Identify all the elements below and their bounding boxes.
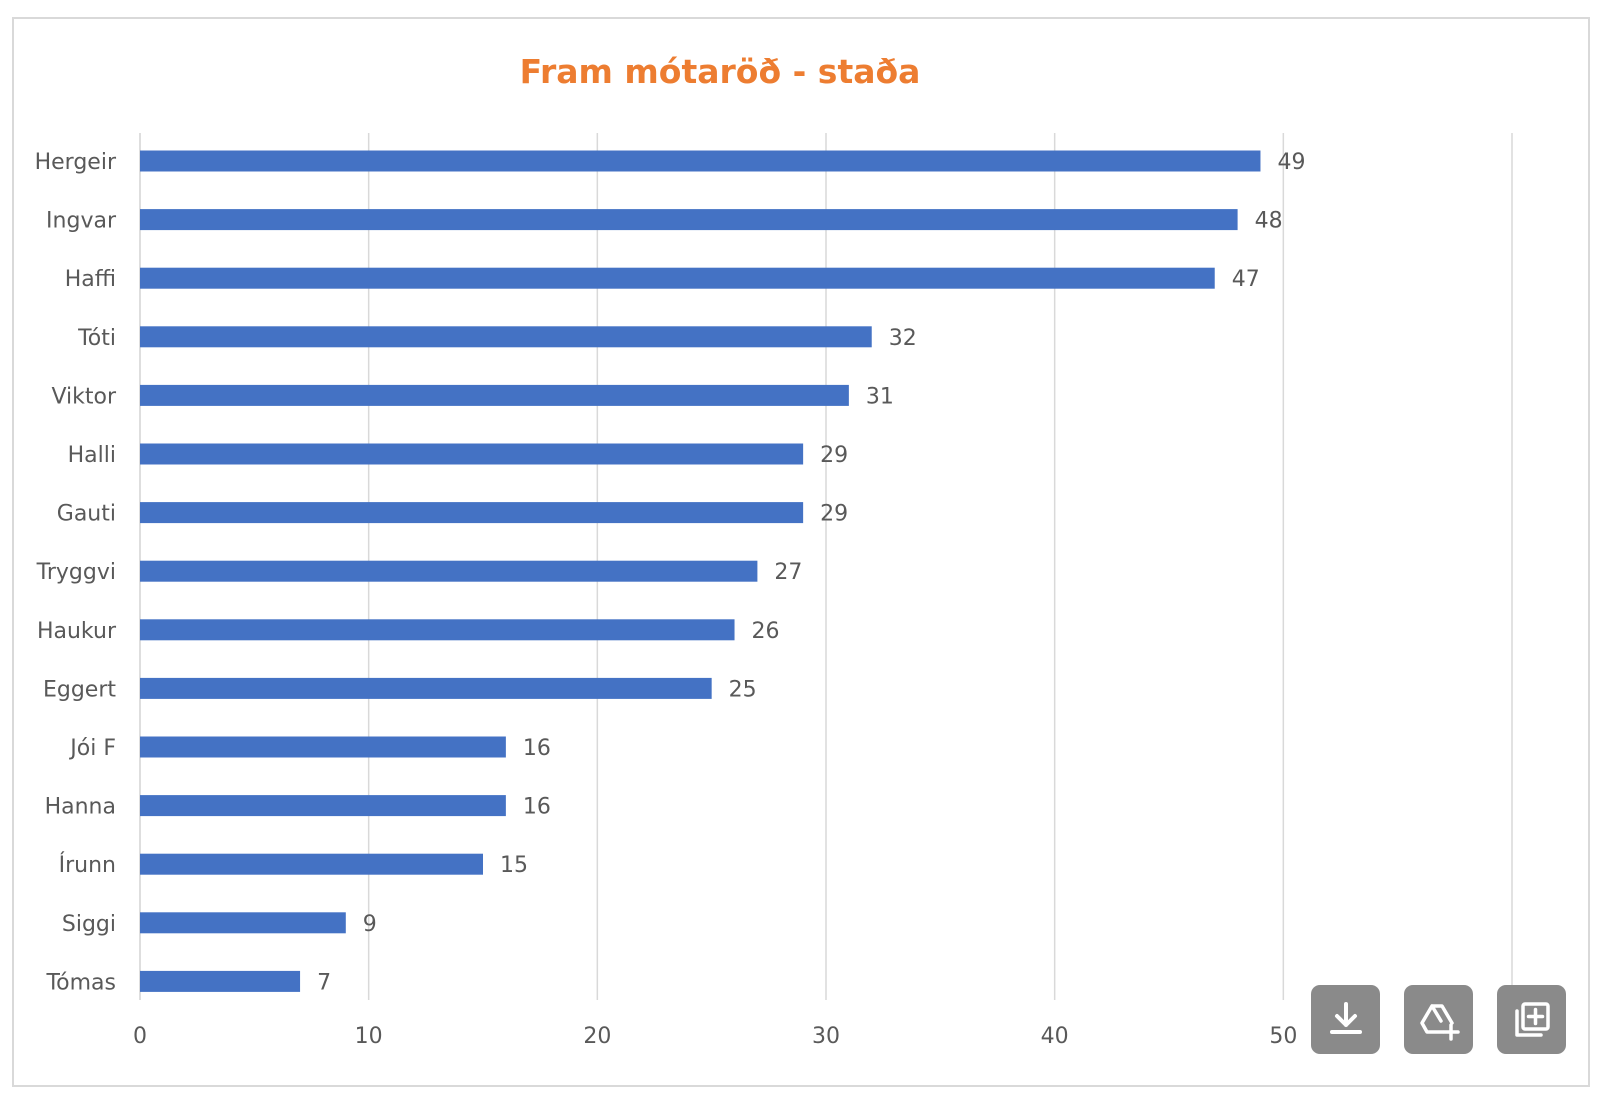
- chart-toolbar: [1311, 985, 1566, 1054]
- bar: [140, 970, 301, 992]
- x-tick-label: 10: [355, 1024, 383, 1049]
- bar: [140, 384, 849, 406]
- value-label: 9: [363, 912, 377, 937]
- value-label: 29: [820, 443, 848, 468]
- bar: [140, 443, 804, 465]
- category-label: Tómas: [45, 970, 116, 995]
- chart-title: Fram mótaröð - staða: [519, 52, 921, 91]
- category-labels: Hergeir Ingvar Haffi Tóti Viktor Halli Gauti Tr…: [35, 150, 117, 995]
- category-label: Ingvar: [46, 209, 117, 234]
- category-label: Gauti: [57, 502, 116, 527]
- category-label: Viktor: [51, 384, 117, 409]
- x-tick-label: 30: [812, 1024, 840, 1049]
- add-to-collection-button[interactable]: [1497, 985, 1566, 1054]
- value-label: 31: [866, 384, 894, 409]
- category-label: Haukur: [37, 619, 117, 644]
- bar: [140, 326, 872, 348]
- drive-add-icon: [1419, 1003, 1460, 1041]
- category-label: Halli: [68, 443, 116, 468]
- x-tick-label: 20: [583, 1024, 611, 1049]
- x-tick-label: 50: [1269, 1024, 1297, 1049]
- bar: [140, 736, 506, 758]
- category-label: Írunn: [59, 852, 116, 878]
- value-labels: 49 48 47 32 31 29 29 27 26 25 16 16 15 9 7: [317, 150, 1305, 995]
- bar: [140, 853, 483, 875]
- category-label: Siggi: [62, 912, 116, 937]
- value-label: 49: [1277, 150, 1305, 175]
- bar: [140, 209, 1238, 231]
- value-label: 16: [523, 795, 551, 820]
- category-label: Haffi: [65, 267, 116, 292]
- value-label: 26: [752, 619, 780, 644]
- category-label: Eggert: [43, 677, 116, 702]
- value-label: 25: [729, 677, 757, 702]
- category-label: Tryggvi: [36, 560, 116, 585]
- category-label: Hanna: [45, 795, 116, 820]
- value-label: 7: [317, 970, 331, 995]
- value-label: 32: [889, 326, 917, 351]
- bar: [140, 267, 1215, 289]
- x-tick-label: 0: [133, 1024, 147, 1049]
- category-label: Tóti: [77, 326, 116, 351]
- bar: [140, 912, 346, 934]
- bar: [140, 795, 506, 817]
- add-to-collection-icon: [1514, 1001, 1550, 1037]
- bar: [140, 502, 804, 524]
- category-label: Hergeir: [35, 150, 117, 175]
- bars: [140, 150, 1261, 992]
- value-label: 48: [1255, 209, 1283, 234]
- value-label: 27: [774, 560, 802, 585]
- save-to-drive-button[interactable]: [1404, 985, 1473, 1054]
- x-tick-label: 40: [1041, 1024, 1069, 1049]
- bar: [140, 619, 735, 641]
- download-icon: [1329, 1001, 1362, 1034]
- chart-frame: [12, 17, 1590, 1087]
- download-button[interactable]: [1311, 985, 1380, 1054]
- value-label: 47: [1232, 267, 1260, 292]
- bar: [140, 560, 758, 582]
- category-label: Jói F: [68, 736, 116, 761]
- bar: [140, 150, 1261, 172]
- value-label: 15: [500, 853, 528, 878]
- value-label: 29: [820, 502, 848, 527]
- value-label: 16: [523, 736, 551, 761]
- bar: [140, 677, 712, 699]
